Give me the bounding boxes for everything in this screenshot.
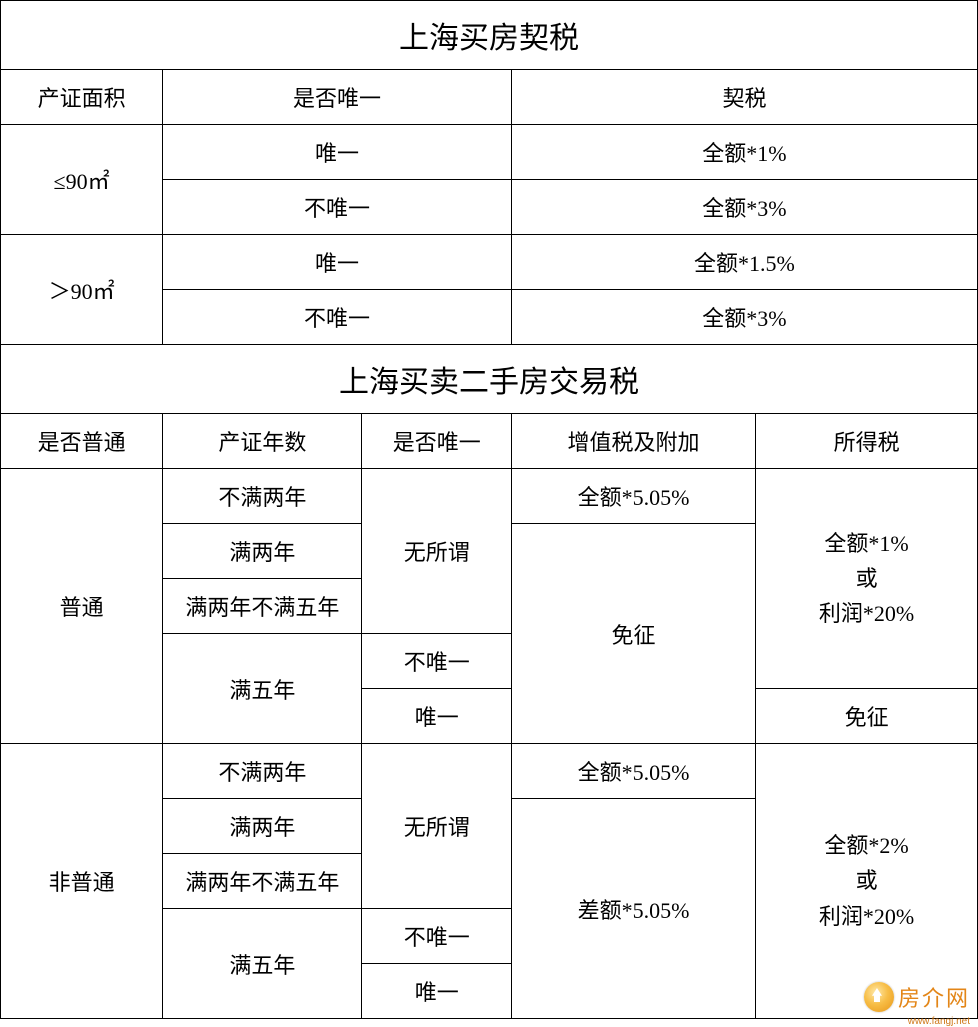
t2-ord-years-lt2: 不满两年 bbox=[163, 469, 362, 524]
t2-ord-vat-exempt: 免征 bbox=[511, 524, 755, 744]
tax-tables: 上海买房契税 产证面积 是否唯一 契税 ≤90㎡ 唯一 全额*1% 不唯一 全额… bbox=[0, 0, 978, 1019]
t1-unique-1: 不唯一 bbox=[163, 180, 512, 235]
t2-ord-unique-yes: 唯一 bbox=[362, 689, 511, 744]
t2-ord-unique-any: 无所谓 bbox=[362, 469, 511, 634]
t2-ord-years-ge2lt5: 满两年不满五年 bbox=[163, 579, 362, 634]
t2-header-ordinary: 是否普通 bbox=[1, 414, 163, 469]
t2-non-unique-no: 不唯一 bbox=[362, 909, 511, 964]
watermark-url: www.fangj.net bbox=[908, 1016, 970, 1027]
t1-area-gt90: ＞90㎡ bbox=[1, 235, 163, 345]
t2-non-unique-yes: 唯一 bbox=[362, 964, 511, 1019]
t1-header-tax: 契税 bbox=[511, 70, 977, 125]
t1-unique-3: 不唯一 bbox=[163, 290, 512, 345]
t2-ord-income-exempt: 免征 bbox=[756, 689, 978, 744]
t2-ord-years-ge2: 满两年 bbox=[163, 524, 362, 579]
t2-non-years-ge2lt5: 满两年不满五年 bbox=[163, 854, 362, 909]
t2-header-unique: 是否唯一 bbox=[362, 414, 511, 469]
trade-tax-title: 上海买卖二手房交易税 bbox=[1, 345, 978, 414]
t2-header-income: 所得税 bbox=[756, 414, 978, 469]
t2-non-vat-full: 全额*5.05% bbox=[511, 744, 755, 799]
t2-non-years-ge2: 满两年 bbox=[163, 799, 362, 854]
t2-ord-income-default: 全额*1%或利润*20% bbox=[756, 469, 978, 689]
watermark-brand: 房介网 bbox=[898, 981, 970, 1013]
t2-non-income: 全额*2%或利润*20% bbox=[756, 744, 978, 1019]
t2-header-years: 产证年数 bbox=[163, 414, 362, 469]
watermark: 房介网 www.fangj.net bbox=[864, 981, 970, 1013]
t1-unique-2: 唯一 bbox=[163, 235, 512, 290]
t1-header-area: 产证面积 bbox=[1, 70, 163, 125]
t2-nonordinary-label: 非普通 bbox=[1, 744, 163, 1019]
t2-non-years-lt2: 不满两年 bbox=[163, 744, 362, 799]
t1-area-le90: ≤90㎡ bbox=[1, 125, 163, 235]
t2-non-vat-diff: 差额*5.05% bbox=[511, 799, 755, 1019]
t2-header-vat: 增值税及附加 bbox=[511, 414, 755, 469]
t2-ord-years-ge5: 满五年 bbox=[163, 634, 362, 744]
t1-tax-0: 全额*1% bbox=[511, 125, 977, 180]
watermark-logo-icon bbox=[864, 982, 894, 1012]
t1-tax-3: 全额*3% bbox=[511, 290, 977, 345]
t2-ordinary-label: 普通 bbox=[1, 469, 163, 744]
t1-tax-1: 全额*3% bbox=[511, 180, 977, 235]
deed-tax-title: 上海买房契税 bbox=[1, 1, 978, 70]
t2-non-unique-any: 无所谓 bbox=[362, 744, 511, 909]
t1-unique-0: 唯一 bbox=[163, 125, 512, 180]
t1-tax-2: 全额*1.5% bbox=[511, 235, 977, 290]
t2-ord-vat-full: 全额*5.05% bbox=[511, 469, 755, 524]
t2-non-years-ge5: 满五年 bbox=[163, 909, 362, 1019]
t1-header-unique: 是否唯一 bbox=[163, 70, 512, 125]
t2-ord-unique-no: 不唯一 bbox=[362, 634, 511, 689]
